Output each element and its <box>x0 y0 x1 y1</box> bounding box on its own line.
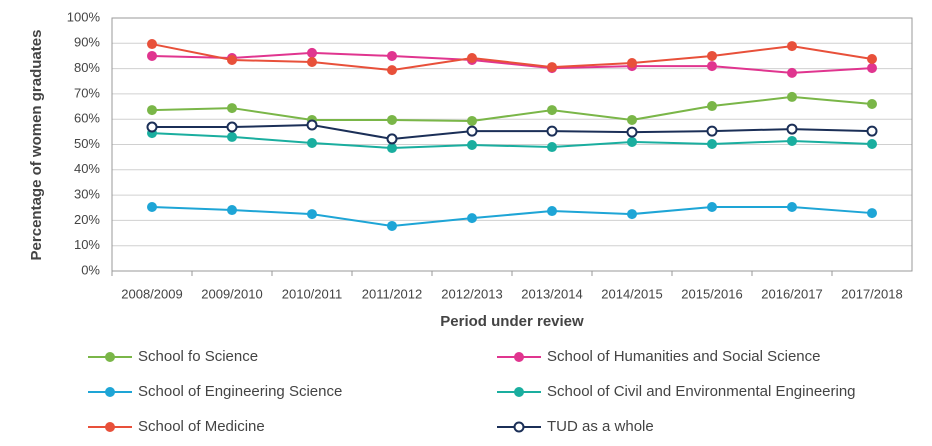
point <box>627 58 637 69</box>
point <box>867 63 877 74</box>
x-tick-label: 2008/2009 <box>121 286 182 301</box>
point <box>467 52 477 63</box>
point <box>307 209 317 220</box>
legend-label: TUD as a whole <box>547 418 654 435</box>
legend-label: School of Medicine <box>138 418 265 435</box>
point <box>227 131 237 142</box>
point <box>707 50 717 61</box>
legend-marker <box>105 422 115 432</box>
legend-marker <box>105 387 115 397</box>
x-tick-label: 2015/2016 <box>681 286 742 301</box>
point <box>866 125 878 137</box>
point <box>227 205 237 216</box>
y-tick-label: 50% <box>74 136 100 151</box>
series-line <box>151 205 873 227</box>
y-tick-label: 40% <box>74 161 100 176</box>
legend-marker <box>514 352 524 362</box>
point <box>547 105 557 116</box>
x-tick-label: 2017/2018 <box>841 286 902 301</box>
point <box>707 61 717 72</box>
point <box>386 133 398 145</box>
y-tick-label: 100% <box>67 9 101 24</box>
point <box>387 114 397 125</box>
point <box>707 138 717 149</box>
series-line <box>151 43 873 72</box>
x-tick-label: 2012/2013 <box>441 286 502 301</box>
point <box>707 201 717 212</box>
point <box>867 53 877 64</box>
x-tick-label: 2014/2015 <box>601 286 662 301</box>
series-line <box>151 95 873 122</box>
point <box>707 101 717 112</box>
point <box>546 125 558 137</box>
point <box>226 121 238 133</box>
legend-label: School of Engineering Science <box>138 383 342 400</box>
point <box>787 91 797 102</box>
point <box>467 213 477 224</box>
series-line <box>152 124 873 140</box>
y-tick-label: 90% <box>74 35 100 50</box>
point <box>387 143 397 154</box>
point <box>387 50 397 61</box>
series-line <box>151 132 873 150</box>
point <box>867 138 877 149</box>
point <box>147 39 157 50</box>
series-line <box>151 51 873 74</box>
x-tick-label: 2010/2011 <box>282 286 343 301</box>
y-tick-label: 80% <box>74 60 100 75</box>
y-tick-label: 70% <box>74 85 100 100</box>
legend-marker <box>513 421 525 433</box>
point <box>227 103 237 114</box>
y-tick-label: 30% <box>74 187 100 202</box>
y-tick-label: 60% <box>74 111 100 126</box>
point <box>627 114 637 125</box>
point <box>787 67 797 78</box>
point <box>706 125 718 137</box>
legend-label: School of Humanities and Social Science <box>547 348 821 365</box>
point <box>547 206 557 217</box>
point <box>307 47 317 58</box>
point <box>787 135 797 146</box>
point <box>147 50 157 61</box>
x-tick-label: 2013/2014 <box>521 286 582 301</box>
point <box>547 62 557 73</box>
y-axis-label: Percentage of women graduates <box>28 30 45 261</box>
point <box>467 140 477 151</box>
legend-label: School fo Science <box>138 348 258 365</box>
legend-label: School of Civil and Environmental Engine… <box>547 383 856 400</box>
y-tick-label: 10% <box>74 237 100 252</box>
legend-marker <box>105 352 115 362</box>
point <box>467 115 477 126</box>
point <box>786 123 798 135</box>
point <box>787 41 797 52</box>
point <box>547 142 557 153</box>
legend-marker <box>514 387 524 397</box>
y-tick-label: 20% <box>74 212 100 227</box>
x-axis-label: Period under review <box>440 313 584 330</box>
y-tick-label: 0% <box>81 262 100 277</box>
point <box>466 125 478 137</box>
point <box>387 65 397 76</box>
point <box>867 99 877 110</box>
point <box>146 121 158 133</box>
point <box>227 54 237 65</box>
x-tick-label: 2016/2017 <box>761 286 822 301</box>
point <box>147 105 157 116</box>
point <box>787 201 797 212</box>
point <box>626 126 638 138</box>
x-tick-label: 2011/2012 <box>362 286 423 301</box>
point <box>307 137 317 148</box>
x-tick-label: 2009/2010 <box>201 286 262 301</box>
point <box>147 201 157 212</box>
point <box>306 119 318 131</box>
point <box>627 209 637 220</box>
point <box>307 57 317 68</box>
point <box>627 136 637 147</box>
point <box>867 208 877 219</box>
point <box>387 220 397 231</box>
